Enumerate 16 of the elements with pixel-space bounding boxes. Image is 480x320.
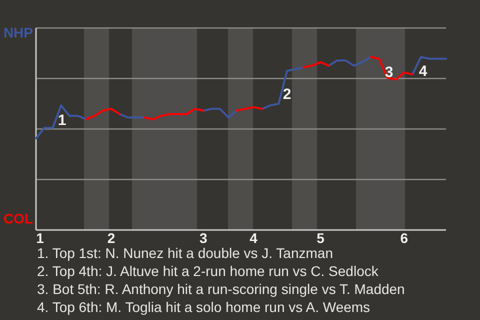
text: 1. Top 1st: N. Nunez hit a double vs J. Tanzman: [37, 245, 333, 261]
text: 4. Top 6th: M. Toglia hit a solo home run vs A. Weems: [37, 299, 370, 315]
annotation: 4: [418, 62, 428, 80]
x-tick-label: 5: [316, 230, 325, 246]
text: COL: [3, 210, 34, 227]
text: 2. Top 4th: J. Altuve hit a 2-run home run vs C. Sedlock: [37, 263, 380, 279]
x-tick-label: 1: [36, 230, 44, 246]
annotation: 3: [384, 64, 394, 81]
x-tick-label: 4: [250, 230, 258, 246]
text: NHP: [3, 24, 33, 41]
x-tick-label: 6: [400, 230, 408, 246]
x-tick-label: 3: [199, 230, 208, 246]
text: 3. Bot 5th: R. Anthony hit a run-scoring single vs T. Madden: [37, 281, 405, 297]
annotation: 1: [58, 112, 66, 129]
x-tick-label: 2: [107, 230, 116, 246]
annotation: 2: [282, 86, 292, 103]
